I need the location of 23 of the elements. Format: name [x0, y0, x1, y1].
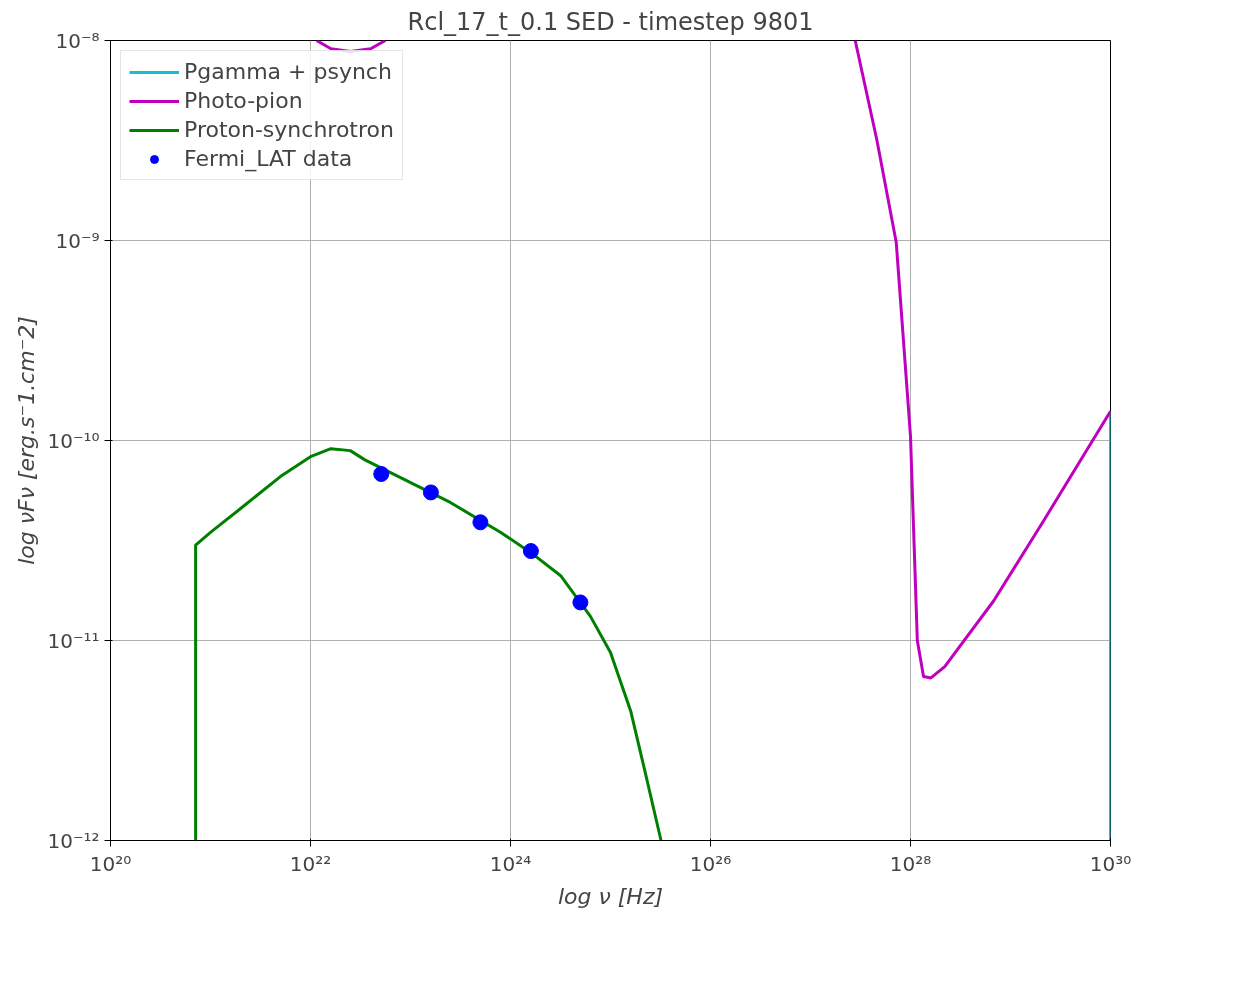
chart-title: Rcl_17_t_0.1 SED - timestep 9801 [407, 7, 814, 36]
legend-label: Pgamma + psynch [184, 59, 392, 84]
point [422, 484, 439, 501]
legend-label: Fermi_LAT data [184, 146, 353, 171]
y-axis-title: log νFν [erg.s⁻1.cm⁻2] [14, 316, 40, 565]
x-axis-title: log ν [Hz] [557, 883, 664, 909]
legend-label: Photo-pion [184, 88, 303, 113]
point [472, 514, 489, 531]
legend-label: Proton-synchrotron [184, 117, 394, 142]
x-tick-label: 10²⁰ [89, 851, 132, 876]
y-tick-label: 10⁻¹⁰ [47, 428, 100, 453]
y-tick-label: 10⁻¹¹ [47, 628, 100, 653]
y-tick-label: 10⁻⁹ [55, 228, 100, 253]
point [522, 543, 539, 560]
y-tick-label: 10⁻¹² [47, 828, 100, 853]
point [373, 466, 390, 482]
x-tick-label: 10²⁸ [889, 851, 932, 876]
x-tick-label: 10²² [289, 851, 332, 876]
y-tick-label: 10⁻⁸ [55, 28, 100, 53]
x-tick-label: 10²⁴ [489, 851, 532, 876]
x-tick-label: 10²⁶ [689, 851, 732, 876]
x-tick-label: 10³⁰ [1089, 851, 1132, 876]
point [572, 594, 589, 611]
